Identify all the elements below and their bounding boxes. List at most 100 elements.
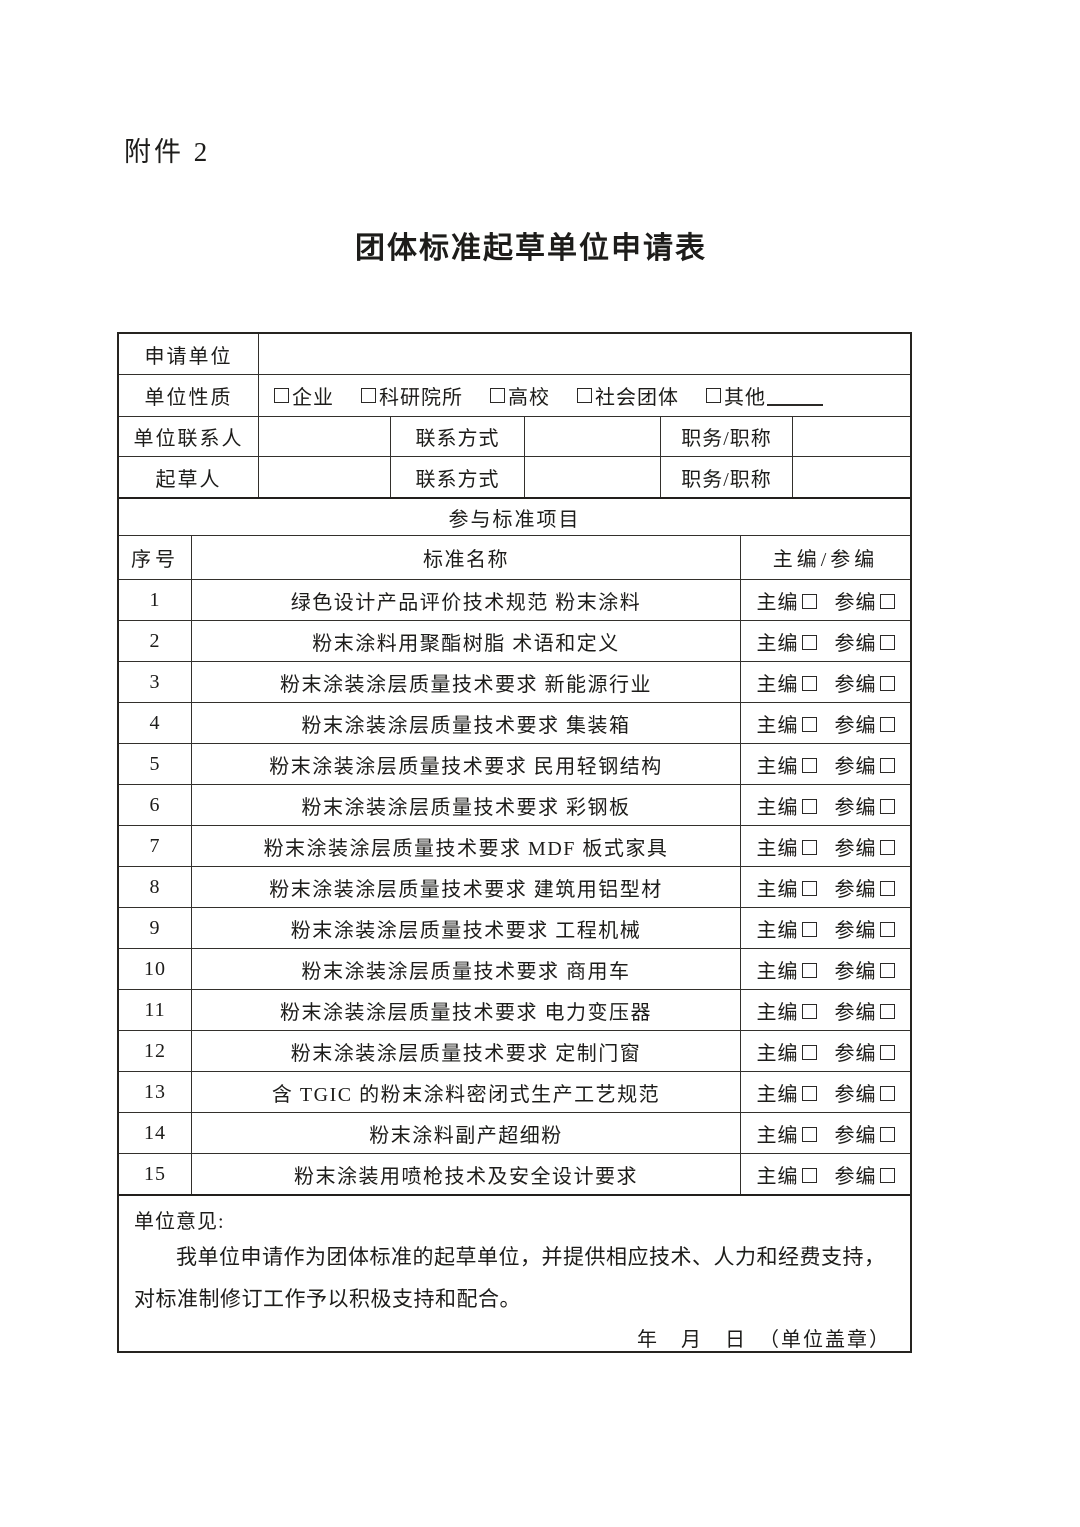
standard-role-cell: 主编 参编 bbox=[741, 580, 910, 620]
standard-name: 粉末涂装涂层质量技术要求 民用轻钢结构 bbox=[192, 744, 741, 784]
standard-role-cell: 主编 参编 bbox=[741, 1113, 910, 1153]
contact-method-value-cell bbox=[525, 417, 661, 456]
participant-editor-option: 参编 bbox=[835, 955, 895, 984]
nature-option: 高校 bbox=[490, 381, 550, 410]
standard-role-cell: 主编 参编 bbox=[741, 703, 910, 743]
checkbox-icon bbox=[879, 1167, 895, 1183]
checkbox-icon bbox=[801, 1085, 817, 1101]
checkbox-icon bbox=[879, 962, 895, 978]
checkbox-icon bbox=[801, 1167, 817, 1183]
opinion-body-text: 我单位申请作为团体标准的起草单位，并提供相应技术、人力和经费支持，对标准制修订工… bbox=[134, 1245, 886, 1311]
standard-number: 1 bbox=[119, 580, 192, 620]
chief-editor-label: 主编 bbox=[756, 796, 799, 819]
chief-editor-label: 主编 bbox=[756, 1042, 799, 1065]
standard-role-cell: 主编 参编 bbox=[741, 826, 910, 866]
chief-editor-label: 主编 bbox=[756, 1001, 799, 1024]
chief-editor-label: 主编 bbox=[756, 919, 799, 942]
checkbox-icon bbox=[879, 1126, 895, 1142]
standard-role-cell: 主编 参编 bbox=[741, 908, 910, 948]
standard-row: 13 含 TGIC 的粉末涂料密闭式生产工艺规范 主编 参编 bbox=[119, 1071, 910, 1112]
checkbox-icon bbox=[490, 388, 505, 403]
checkbox-icon bbox=[879, 1044, 895, 1060]
checkbox-icon bbox=[879, 757, 895, 773]
checkbox-icon bbox=[879, 921, 895, 937]
standard-number: 6 bbox=[119, 785, 192, 825]
checkbox-icon bbox=[879, 634, 895, 650]
checkbox-icon bbox=[879, 1085, 895, 1101]
chief-editor-label: 主编 bbox=[756, 1124, 799, 1147]
standard-name: 粉末涂料副产超细粉 bbox=[192, 1113, 741, 1153]
checkbox-icon bbox=[801, 593, 817, 609]
participant-editor-option: 参编 bbox=[835, 791, 895, 820]
participant-editor-option: 参编 bbox=[835, 668, 895, 697]
checkbox-icon bbox=[801, 757, 817, 773]
standard-number: 10 bbox=[119, 949, 192, 989]
participant-editor-option: 参编 bbox=[835, 1119, 895, 1148]
nature-options-cell: 企业 科研院所 高校 社会团体 其他 bbox=[259, 375, 910, 416]
participant-editor-label: 参编 bbox=[834, 632, 877, 655]
participant-editor-label: 参编 bbox=[834, 1165, 877, 1188]
standard-row: 4 粉末涂装涂层质量技术要求 集装箱 主编 参编 bbox=[119, 702, 910, 743]
chief-editor-label: 主编 bbox=[756, 755, 799, 778]
checkbox-icon bbox=[801, 634, 817, 650]
drafter-label: 起草人 bbox=[119, 457, 259, 497]
unit-contact-value-cell bbox=[259, 417, 391, 456]
nature-option-label: 社会团体 bbox=[595, 387, 679, 409]
nature-label: 单位性质 bbox=[119, 375, 259, 416]
chief-editor-label: 主编 bbox=[756, 591, 799, 614]
chief-editor-label: 主编 bbox=[756, 673, 799, 696]
drafter-value-cell bbox=[259, 457, 391, 497]
participant-editor-option: 参编 bbox=[835, 996, 895, 1025]
standard-number: 13 bbox=[119, 1072, 192, 1112]
participant-editor-option: 参编 bbox=[835, 914, 895, 943]
page-title: 团体标准起草单位申请表 bbox=[355, 232, 707, 265]
standard-name: 绿色设计产品评价技术规范 粉末涂料 bbox=[192, 580, 741, 620]
standard-row: 2 粉末涂料用聚酯树脂 术语和定义 主编 参编 bbox=[119, 620, 910, 661]
participant-editor-option: 参编 bbox=[835, 586, 895, 615]
applicant-value-cell bbox=[259, 334, 910, 374]
checkbox-icon bbox=[879, 716, 895, 732]
section-title: 参与标准项目 bbox=[448, 508, 581, 531]
nature-option-label: 高校 bbox=[508, 387, 550, 409]
opinion-label: 单位意见: bbox=[134, 1211, 225, 1233]
standard-row: 10 粉末涂装涂层质量技术要求 商用车 主编 参编 bbox=[119, 948, 910, 989]
standard-number: 14 bbox=[119, 1113, 192, 1153]
nature-option: 科研院所 bbox=[361, 381, 463, 410]
position-title-value-cell bbox=[793, 457, 910, 497]
checkbox-icon bbox=[879, 880, 895, 896]
standard-number: 5 bbox=[119, 744, 192, 784]
participant-editor-option: 参编 bbox=[835, 1078, 895, 1107]
participant-editor-label: 参编 bbox=[834, 591, 877, 614]
participant-editor-label: 参编 bbox=[834, 796, 877, 819]
chief-editor-label: 主编 bbox=[756, 714, 799, 737]
chief-editor-label: 主编 bbox=[756, 1165, 799, 1188]
checkbox-icon bbox=[879, 798, 895, 814]
standard-role-cell: 主编 参编 bbox=[741, 867, 910, 907]
checkbox-icon bbox=[801, 1126, 817, 1142]
participant-editor-label: 参编 bbox=[834, 1001, 877, 1024]
checkbox-icon bbox=[801, 1003, 817, 1019]
application-form-table: 申请单位 单位性质 企业 科研院所 高校 社会团体 其他 单位联系人 联系方式 职务/职… bbox=[117, 332, 912, 1353]
unit-contact-label: 单位联系人 bbox=[119, 417, 259, 456]
standard-row: 15 粉末涂装用喷枪技术及安全设计要求 主编 参编 bbox=[119, 1153, 910, 1194]
standard-row: 6 粉末涂装涂层质量技术要求 彩钢板 主编 参编 bbox=[119, 784, 910, 825]
checkbox-icon bbox=[801, 880, 817, 896]
chief-editor-label: 主编 bbox=[756, 960, 799, 983]
checkbox-icon bbox=[801, 839, 817, 855]
standard-name: 粉末涂装涂层质量技术要求 新能源行业 bbox=[192, 662, 741, 702]
participant-editor-label: 参编 bbox=[834, 919, 877, 942]
column-header-name: 标准名称 bbox=[192, 536, 741, 579]
chief-editor-option: 主编 bbox=[757, 873, 817, 902]
chief-editor-option: 主编 bbox=[757, 914, 817, 943]
participant-editor-option: 参编 bbox=[835, 832, 895, 861]
standard-name: 粉末涂装涂层质量技术要求 电力变压器 bbox=[192, 990, 741, 1030]
contact-method-label: 联系方式 bbox=[391, 417, 525, 456]
checkbox-icon bbox=[879, 675, 895, 691]
nature-option: 其他 bbox=[706, 381, 823, 410]
form-row-unit-contact: 单位联系人 联系方式 职务/职称 bbox=[119, 416, 910, 456]
standard-number: 2 bbox=[119, 621, 192, 661]
standard-row: 11 粉末涂装涂层质量技术要求 电力变压器 主编 参编 bbox=[119, 989, 910, 1030]
chief-editor-option: 主编 bbox=[757, 668, 817, 697]
standard-number: 9 bbox=[119, 908, 192, 948]
